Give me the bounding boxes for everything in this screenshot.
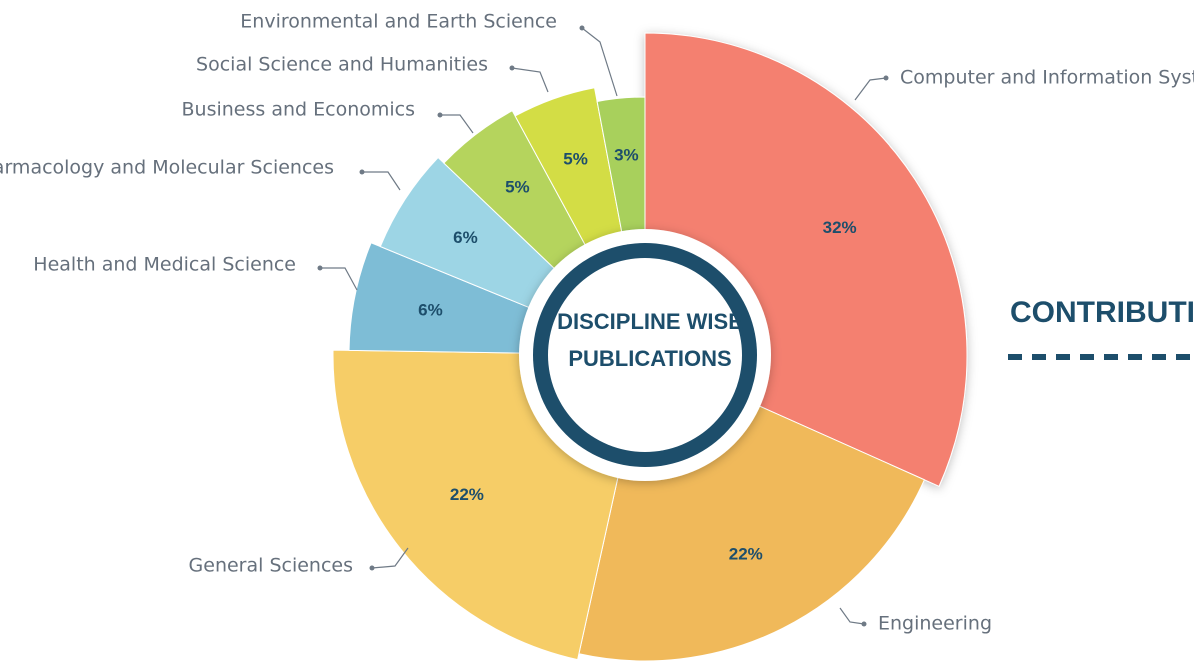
leader-dot	[509, 65, 515, 71]
category-label: Health and Medical Science	[33, 254, 296, 276]
leader-dot	[861, 621, 867, 627]
center-title: PUBLICATIONS	[568, 346, 731, 371]
leader-line	[371, 547, 409, 569]
leader-line	[362, 171, 401, 191]
value-label: 32%	[823, 218, 857, 237]
leader-dot	[369, 565, 375, 571]
side-heading: CONTRIBUTION T	[1010, 296, 1194, 329]
category-label: Business and Economics	[182, 99, 415, 121]
category-label: Pharmacology and Molecular Sciences	[0, 157, 334, 179]
center-disc	[548, 258, 742, 452]
value-label: 5%	[505, 178, 530, 197]
leader-dot	[317, 265, 323, 271]
value-label: 6%	[418, 301, 443, 320]
value-label: 22%	[729, 545, 763, 564]
leader-dot	[437, 112, 443, 118]
leader-line	[839, 607, 865, 625]
value-label: 5%	[563, 149, 588, 168]
value-label: 6%	[453, 228, 478, 247]
leader-dot	[579, 25, 585, 31]
category-label: Environmental and Earth Science	[240, 11, 557, 33]
leader-line	[320, 267, 358, 291]
leader-line	[440, 114, 474, 134]
leader-dot	[359, 169, 365, 175]
category-label: Computer and Information System	[900, 67, 1194, 89]
value-label: 3%	[614, 145, 639, 164]
value-label: 22%	[450, 485, 484, 504]
category-label: Social Science and Humanities	[196, 54, 488, 76]
leader-line	[854, 77, 887, 101]
category-label: General Sciences	[189, 555, 353, 577]
leader-line	[581, 27, 618, 97]
category-label: Engineering	[878, 613, 992, 635]
leader-dot	[883, 75, 889, 81]
center-title: DISCIPLINE WISE	[557, 309, 743, 334]
leader-line	[511, 67, 549, 93]
